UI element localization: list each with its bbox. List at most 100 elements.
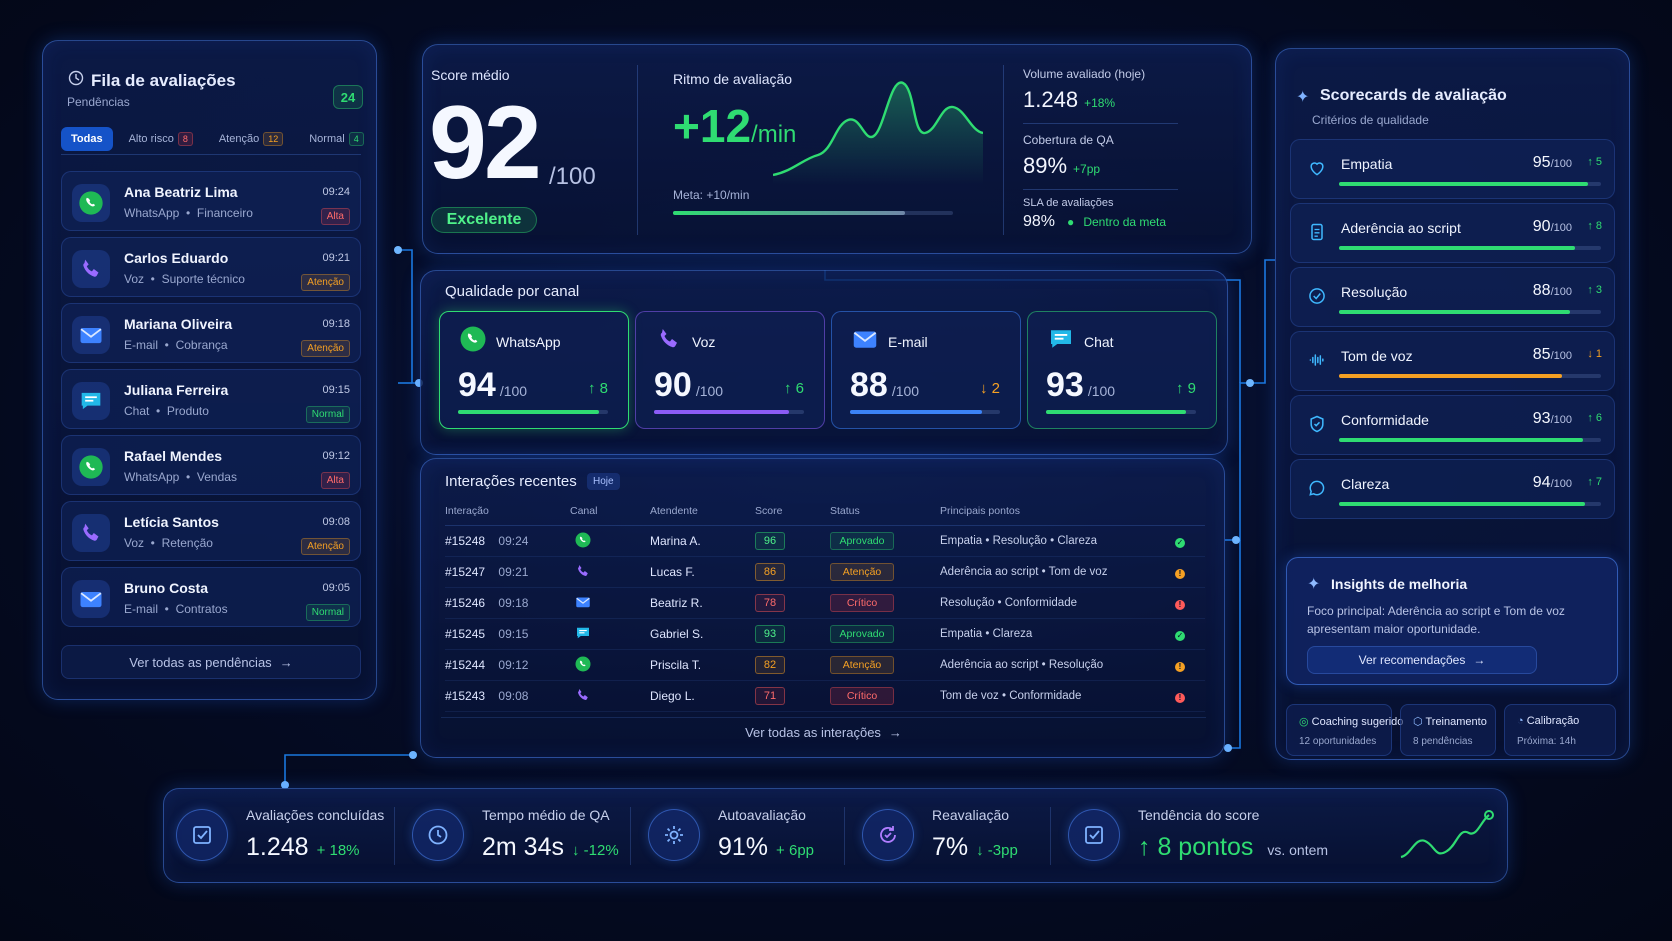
see-all-pending-link[interactable]: Ver todas as pendências → — [61, 645, 361, 679]
tab-badge: 4 — [348, 131, 364, 146]
coaching-title: Coaching sugerido — [1311, 716, 1404, 728]
criterion-bar — [1339, 438, 1601, 442]
criterion-score-value: 90 — [1532, 218, 1551, 235]
table-row[interactable]: #15248 09:24 Marina A. 96 Aprovado Empat… — [445, 525, 1205, 557]
heart-icon — [1307, 158, 1329, 180]
alert-circle-icon: ! — [1175, 662, 1185, 672]
queue-item-area: Financeiro — [196, 206, 253, 220]
tab-normal[interactable]: Normal 4 — [299, 126, 373, 152]
criterion-card[interactable]: Conformidade 93/100 ↑ 6 — [1290, 395, 1615, 455]
score-label: Score médio — [431, 67, 510, 83]
table-row[interactable]: #15247 09:21 Lucas F. 86 Atenção Aderênc… — [445, 556, 1205, 588]
criterion-card[interactable]: Clareza 94/100 ↑ 7 — [1290, 459, 1615, 519]
queue-item[interactable]: Ana Beatriz Lima WhatsApp • Financeiro 0… — [61, 171, 361, 231]
queue-item[interactable]: Bruno Costa E-mail • Contratos 09:05 Nor… — [61, 567, 361, 627]
kpi-suffix: vs. ontem — [1267, 842, 1329, 858]
gear-icon — [648, 809, 700, 861]
criterion-card[interactable]: Tom de voz 85/100 ↓ 1 — [1290, 331, 1615, 391]
criterion-card[interactable]: Aderência ao script 90/100 ↑ 8 — [1290, 203, 1615, 263]
calibration-card[interactable]: ◔ Calibração Próxima: 14h — [1504, 704, 1616, 756]
see-all-interactions-link[interactable]: Ver todas as interações → — [441, 717, 1206, 747]
criterion-bar-fill — [1339, 310, 1570, 314]
tab-todas[interactable]: Todas — [61, 126, 113, 151]
interaction-id-cell: #15244 09:12 — [445, 649, 570, 681]
tab-alto-risco[interactable]: Alto risco 8 — [119, 126, 203, 152]
table-row[interactable]: #15243 09:08 Diego L. 71 Crítico Tom de … — [445, 680, 1205, 712]
status-indicator-cell: ! — [1175, 649, 1205, 681]
criterion-card[interactable]: Empatia 95/100 ↑ 5 — [1290, 139, 1615, 199]
interaction-id: #15247 — [445, 565, 486, 579]
table-row[interactable]: #15246 09:18 Beatriz R. 78 Crítico Resol… — [445, 587, 1205, 619]
agent-name: Lucas F. — [650, 556, 755, 588]
criterion-score-value: 85 — [1532, 346, 1551, 363]
sparkle-icon: ✦ — [1307, 576, 1321, 593]
shield-check-icon — [1307, 414, 1329, 436]
queue-item-meta: Voz • Suporte técnico — [124, 272, 245, 286]
queue-item-area: Suporte técnico — [161, 272, 245, 286]
insights-text: Foco principal: Aderência ao script e To… — [1307, 604, 1565, 636]
interaction-time: 09:24 — [498, 534, 529, 548]
status-cell: Crítico — [830, 587, 940, 619]
whatsapp-icon — [458, 324, 490, 356]
queue-subtitle: Pendências — [67, 95, 130, 109]
column-header: Atendente — [650, 499, 755, 526]
channel-card-voz[interactable]: Voz 90/100 ↑ 6 — [635, 311, 825, 429]
see-recommendations-button[interactable]: Ver recomendações → — [1307, 646, 1537, 674]
queue-item-name: Letícia Santos — [124, 514, 219, 530]
coaching-card[interactable]: ◎ Coaching sugerido 12 oportunidades — [1286, 704, 1403, 756]
key-points: Empatia • Clareza — [940, 618, 1175, 650]
interaction-id-cell: #15243 09:08 — [445, 680, 570, 712]
queue-item-meta: E-mail • Cobrança — [124, 338, 228, 352]
interaction-id: #15243 — [445, 689, 486, 703]
criterion-name: Resolução — [1341, 284, 1408, 300]
score-badge: 93 — [755, 625, 785, 643]
channel-score-value: 94 — [458, 366, 496, 404]
queue-item-meta: E-mail • Contratos — [124, 602, 228, 616]
training-card[interactable]: ⬡ Treinamento 8 pendências — [1400, 704, 1496, 756]
criterion-bar — [1339, 374, 1601, 378]
queue-item[interactable]: Letícia Santos Voz • Retenção 09:08 Aten… — [61, 501, 361, 561]
table-row[interactable]: #15244 09:12 Priscila T. 82 Atenção Ader… — [445, 649, 1205, 681]
kpi-value-row: 91% + 6pp — [718, 833, 820, 862]
tab-badge: 12 — [263, 131, 284, 146]
channel-card-whatsapp[interactable]: WhatsApp 94/100 ↑ 8 — [439, 311, 629, 429]
kpi-value-row: 2m 34s ↓ -12% — [482, 833, 625, 862]
channel-cell — [570, 525, 650, 557]
criterion-card[interactable]: Resolução 88/100 ↑ 3 — [1290, 267, 1615, 327]
tab-atencao[interactable]: Atenção 12 — [209, 126, 293, 152]
email-icon — [72, 316, 110, 354]
scorecards-title: Scorecards de avaliação — [1320, 87, 1507, 104]
divider — [637, 65, 638, 235]
interaction-id-cell: #15246 09:18 — [445, 587, 570, 619]
queue-item-time: 09:12 — [322, 450, 350, 462]
queue-title: Fila de avaliações — [91, 71, 236, 90]
phone-icon — [574, 686, 592, 704]
score-cell: 82 — [755, 649, 830, 681]
sla-status: Dentro da meta — [1083, 215, 1167, 229]
criterion-delta: ↑ 8 — [1587, 220, 1602, 232]
check-circle-icon: ✓ — [1175, 538, 1185, 548]
phone-icon — [72, 250, 110, 288]
criterion-score-max: /100 — [1550, 478, 1572, 490]
criterion-bar — [1339, 310, 1601, 314]
check-circle-icon — [1307, 286, 1329, 308]
queue-item[interactable]: Rafael Mendes WhatsApp • Vendas 09:12 Al… — [61, 435, 361, 495]
queue-item-channel: Voz — [124, 272, 145, 286]
status-indicator-cell: ! — [1175, 587, 1205, 619]
volume-label: Volume avaliado (hoje) — [1023, 67, 1146, 81]
refresh-check-icon — [862, 809, 914, 861]
scorecards-subtitle: Critérios de qualidade — [1312, 113, 1429, 127]
queue-item-channel: E-mail — [124, 602, 159, 616]
see-all-pending-label: Ver todas as pendências — [129, 654, 272, 670]
table-row[interactable]: #15245 09:15 Gabriel S. 93 Aprovado Empa… — [445, 618, 1205, 650]
queue-item[interactable]: Mariana Oliveira E-mail • Cobrança 09:18… — [61, 303, 361, 363]
column-header: Interação — [445, 499, 570, 526]
scorecards-panel: ✦ Scorecards de avaliação Critérios de q… — [1275, 48, 1630, 760]
queue-item[interactable]: Carlos Eduardo Voz • Suporte técnico 09:… — [61, 237, 361, 297]
channel-card-email[interactable]: E-mail 88/100 ↓ 2 — [831, 311, 1021, 429]
queue-item[interactable]: Juliana Ferreira Chat • Produto 09:15 No… — [61, 369, 361, 429]
channel-card-chat[interactable]: Chat 93/100 ↑ 9 — [1027, 311, 1217, 429]
score-status-badge: Excelente — [431, 207, 537, 233]
kpi-value: 2m 34s — [482, 833, 564, 861]
kpi-delta: ↓ -12% — [571, 842, 619, 859]
